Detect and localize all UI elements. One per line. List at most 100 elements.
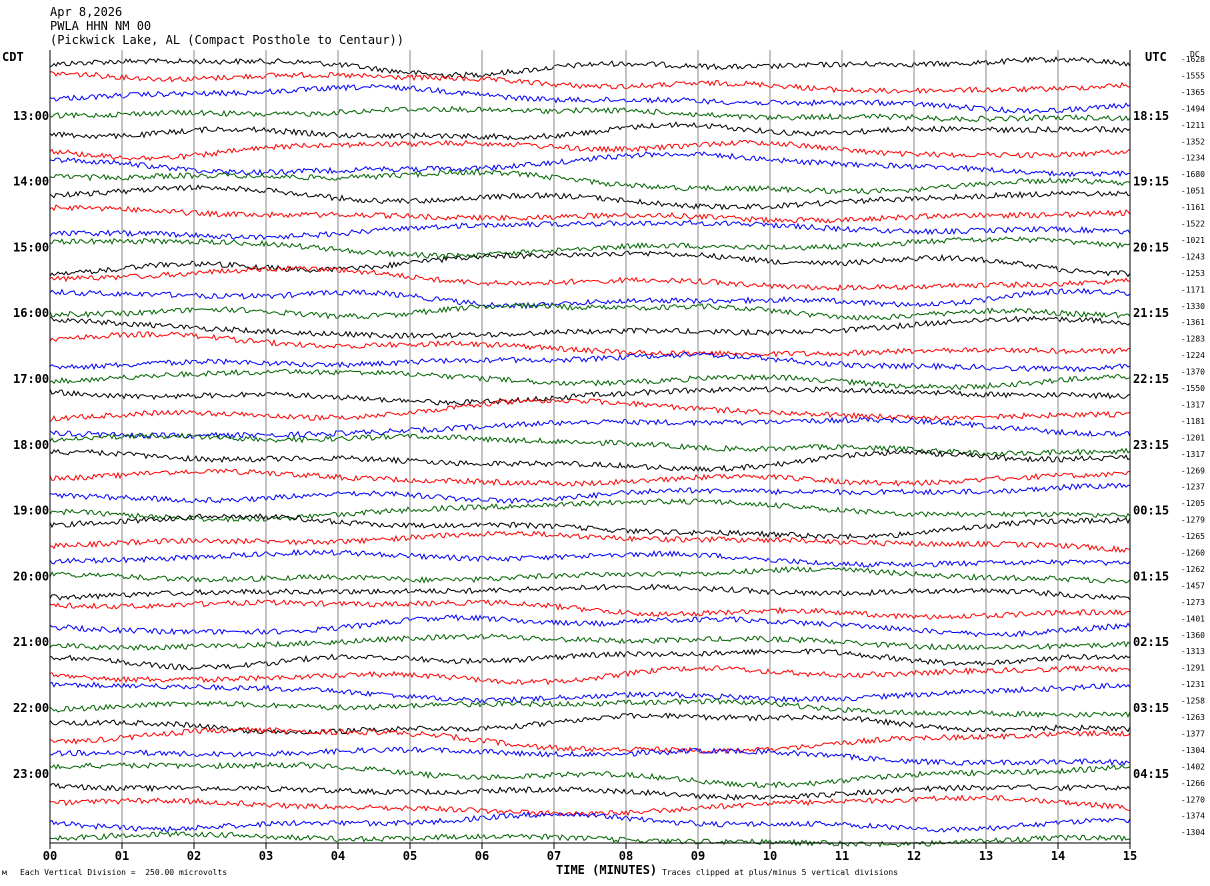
dc-offset-label: -1260 xyxy=(1181,549,1205,558)
corner-mark: м xyxy=(2,868,7,877)
dc-offset-label: -1628 xyxy=(1181,55,1205,64)
dc-offset-label: -1231 xyxy=(1181,680,1205,689)
x-tick-label: 12 xyxy=(907,849,921,863)
dc-offset-label: -1317 xyxy=(1181,450,1205,459)
seismic-trace xyxy=(49,219,1131,241)
scale-note: Each Vertical Division = 250.00 microvol… xyxy=(20,868,228,877)
seismic-trace xyxy=(49,168,1131,195)
right-time-label: 01:15 xyxy=(1133,569,1169,583)
left-time-label: 17:00 xyxy=(13,372,49,386)
right-time-label: 20:15 xyxy=(1133,240,1169,254)
x-tick-label: 06 xyxy=(475,849,489,863)
seismic-trace xyxy=(49,448,1131,473)
left-time-label: 22:00 xyxy=(13,701,49,715)
header-date: Apr 8,2026 xyxy=(50,5,123,19)
dc-offset-label: -1457 xyxy=(1181,581,1205,590)
seismic-trace xyxy=(49,432,1131,457)
seismic-trace xyxy=(49,139,1131,162)
dc-offset-label: -1262 xyxy=(1181,565,1205,574)
x-axis-title: TIME (MINUTES) xyxy=(556,863,658,877)
dc-offset-label: -1266 xyxy=(1181,779,1205,788)
dc-offset-label: -1161 xyxy=(1181,203,1205,212)
dc-offset-label: -1361 xyxy=(1181,318,1205,327)
seismic-trace xyxy=(49,386,1131,406)
seismic-trace xyxy=(49,648,1131,671)
seismic-trace xyxy=(49,613,1131,638)
dc-offset-label: -1211 xyxy=(1181,121,1205,130)
right-time-label: 03:15 xyxy=(1133,701,1169,715)
seismic-trace xyxy=(49,761,1131,789)
seismic-trace xyxy=(49,397,1131,422)
seismic-trace xyxy=(49,184,1131,211)
seismic-trace xyxy=(49,368,1131,391)
dc-offset-label: -1224 xyxy=(1181,351,1205,360)
left-time-label: 18:00 xyxy=(13,438,49,452)
seismic-trace xyxy=(49,583,1131,601)
right-time-label: 19:15 xyxy=(1133,175,1169,189)
seismic-trace xyxy=(49,830,1131,848)
x-tick-label: 03 xyxy=(259,849,273,863)
x-tick-label: 07 xyxy=(547,849,561,863)
dc-offset-label: -1360 xyxy=(1181,631,1205,640)
dc-offset-label: -1401 xyxy=(1181,614,1205,623)
dc-offset-label: -1181 xyxy=(1181,417,1205,426)
seismic-trace xyxy=(49,331,1131,358)
dc-offset-label: -1313 xyxy=(1181,647,1205,656)
dc-offset-label: -1253 xyxy=(1181,269,1205,278)
x-tick-label: 10 xyxy=(763,849,777,863)
dc-offset-label: -1279 xyxy=(1181,516,1205,525)
dc-offset-label: -1377 xyxy=(1181,729,1205,738)
right-timezone: UTC xyxy=(1145,50,1167,64)
dc-offset-label: -1265 xyxy=(1181,532,1205,541)
seismic-trace xyxy=(49,468,1131,487)
dc-offset-label: -1291 xyxy=(1181,664,1205,673)
seismic-trace xyxy=(49,698,1131,719)
x-tick-label: 09 xyxy=(691,849,705,863)
left-timezone: CDT xyxy=(2,50,24,64)
seismic-trace xyxy=(49,315,1131,340)
seismic-trace xyxy=(49,56,1131,79)
seismic-trace xyxy=(49,416,1131,440)
dc-offset-label: -1494 xyxy=(1181,104,1205,113)
left-time-label: 13:00 xyxy=(13,109,49,123)
seismic-trace xyxy=(49,287,1131,310)
x-tick-label: 01 xyxy=(115,849,129,863)
dc-offset-label: -1402 xyxy=(1181,762,1205,771)
x-tick-label: 15 xyxy=(1123,849,1137,863)
x-tick-label: 00 xyxy=(43,849,57,863)
x-tick-label: 14 xyxy=(1051,849,1065,863)
header-location: (Pickwick Lake, AL (Compact Posthole to … xyxy=(50,33,405,47)
dc-offset-label: -1283 xyxy=(1181,335,1205,344)
right-time-label: 21:15 xyxy=(1133,306,1169,320)
dc-header-label: DC xyxy=(1190,50,1200,59)
left-time-label: 20:00 xyxy=(13,569,49,583)
right-time-label: 02:15 xyxy=(1133,635,1169,649)
x-tick-label: 05 xyxy=(403,849,417,863)
seismic-trace xyxy=(49,513,1131,540)
seismic-trace xyxy=(49,548,1131,568)
seismic-trace xyxy=(49,681,1131,704)
header-station: PWLA HHN NM 00 xyxy=(50,19,152,33)
dc-offset-label: -1263 xyxy=(1181,713,1205,722)
right-time-label: 00:15 xyxy=(1133,504,1169,518)
dc-offset-label: -1201 xyxy=(1181,433,1205,442)
dc-offset-label: -1243 xyxy=(1181,252,1205,261)
x-tick-label: 13 xyxy=(979,849,993,863)
dc-offset-label: -1555 xyxy=(1181,72,1205,81)
seismic-trace xyxy=(49,264,1131,292)
left-time-label: 15:00 xyxy=(13,240,49,254)
seismic-trace xyxy=(49,121,1131,141)
seismic-trace xyxy=(49,726,1131,755)
dc-offset-label: -1304 xyxy=(1181,828,1205,837)
dc-offset-label: -1550 xyxy=(1181,384,1205,393)
left-time-label: 14:00 xyxy=(13,175,49,189)
seismic-trace xyxy=(49,250,1131,278)
dc-offset-label: -1258 xyxy=(1181,697,1205,706)
x-tick-label: 04 xyxy=(331,849,345,863)
right-time-label: 22:15 xyxy=(1133,372,1169,386)
x-tick-label: 02 xyxy=(187,849,201,863)
dc-offset-label: -1374 xyxy=(1181,812,1205,821)
x-tick-label: 08 xyxy=(619,849,633,863)
seismic-trace xyxy=(49,782,1131,801)
seismic-trace xyxy=(49,482,1131,505)
